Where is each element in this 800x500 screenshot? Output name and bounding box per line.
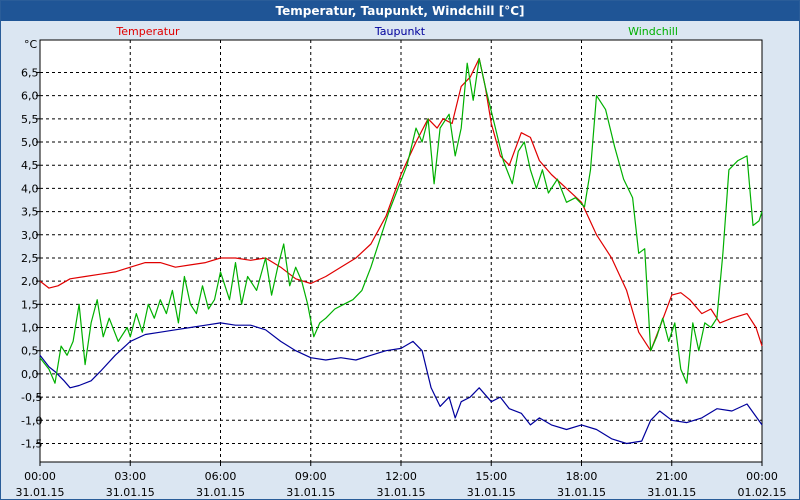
y-tick-label: 1,5 [21,298,39,311]
x-tick-time: 18:00 [566,470,598,483]
x-axis-ticks: 00:00 31.01.15 03:00 31.01.15 06:00 31.01.15 0… [16,462,787,499]
grid-lines [40,40,762,462]
x-tick-date: 31.01.15 [196,486,245,499]
y-tick-label: -1,5 [21,437,42,450]
x-tick-date: 31.01.15 [16,486,65,499]
series-lines [39,57,763,445]
x-tick-time: 03:00 [114,470,146,483]
x-tick-date: 31.01.15 [377,486,426,499]
y-tick-label: 0,0 [21,368,39,381]
x-tick-time: 00:00 [746,470,778,483]
y-tick-label: 2,0 [21,275,39,288]
y-tick-label: 3,5 [21,206,39,219]
y-axis-ticks: 6,5 6,0 5,5 5,0 4,5 4,0 3,5 3,0 2,5 2,0 1,5 1,0 0,5 0… [21,66,42,450]
legend-taupunkt: Taupunkt [374,25,426,38]
y-tick-label: 4,0 [21,182,39,195]
y-tick-label: 6,0 [21,90,39,103]
series-line-windchill [39,57,763,384]
y-tick-label: 5,0 [21,136,39,149]
y-tick-label: 6,5 [21,66,39,79]
y-tick-label: -0,5 [21,391,42,404]
x-tick-time: 21:00 [656,470,688,483]
y-tick-label: -1,0 [21,414,42,427]
y-tick-label: 2,5 [21,252,39,265]
x-tick-date: 31.01.15 [557,486,606,499]
y-tick-label: 1,0 [21,322,39,335]
x-tick-time: 12:00 [385,470,417,483]
series-line-taupunkt [39,322,763,445]
y-tick-label: 4,5 [21,159,39,172]
legend-windchill: Windchill [628,25,678,38]
y-axis-label: °C [24,38,38,51]
x-tick-date: 31.01.15 [286,486,335,499]
chart-title: Temperatur, Taupunkt, Windchill [°C] [1,1,799,21]
x-tick-date: 01.02.15 [738,486,787,499]
x-tick-time: 06:00 [205,470,237,483]
x-tick-time: 15:00 [475,470,507,483]
x-tick-date: 31.01.15 [647,486,696,499]
x-tick-time: 09:00 [295,470,327,483]
y-tick-label: 3,0 [21,229,39,242]
y-tick-label: 5,5 [21,113,39,126]
x-tick-date: 31.01.15 [106,486,155,499]
y-tick-label: 0,5 [21,345,39,358]
x-tick-date: 31.01.15 [467,486,516,499]
x-tick-time: 00:00 [24,470,56,483]
legend-temperatur: Temperatur [115,25,180,38]
